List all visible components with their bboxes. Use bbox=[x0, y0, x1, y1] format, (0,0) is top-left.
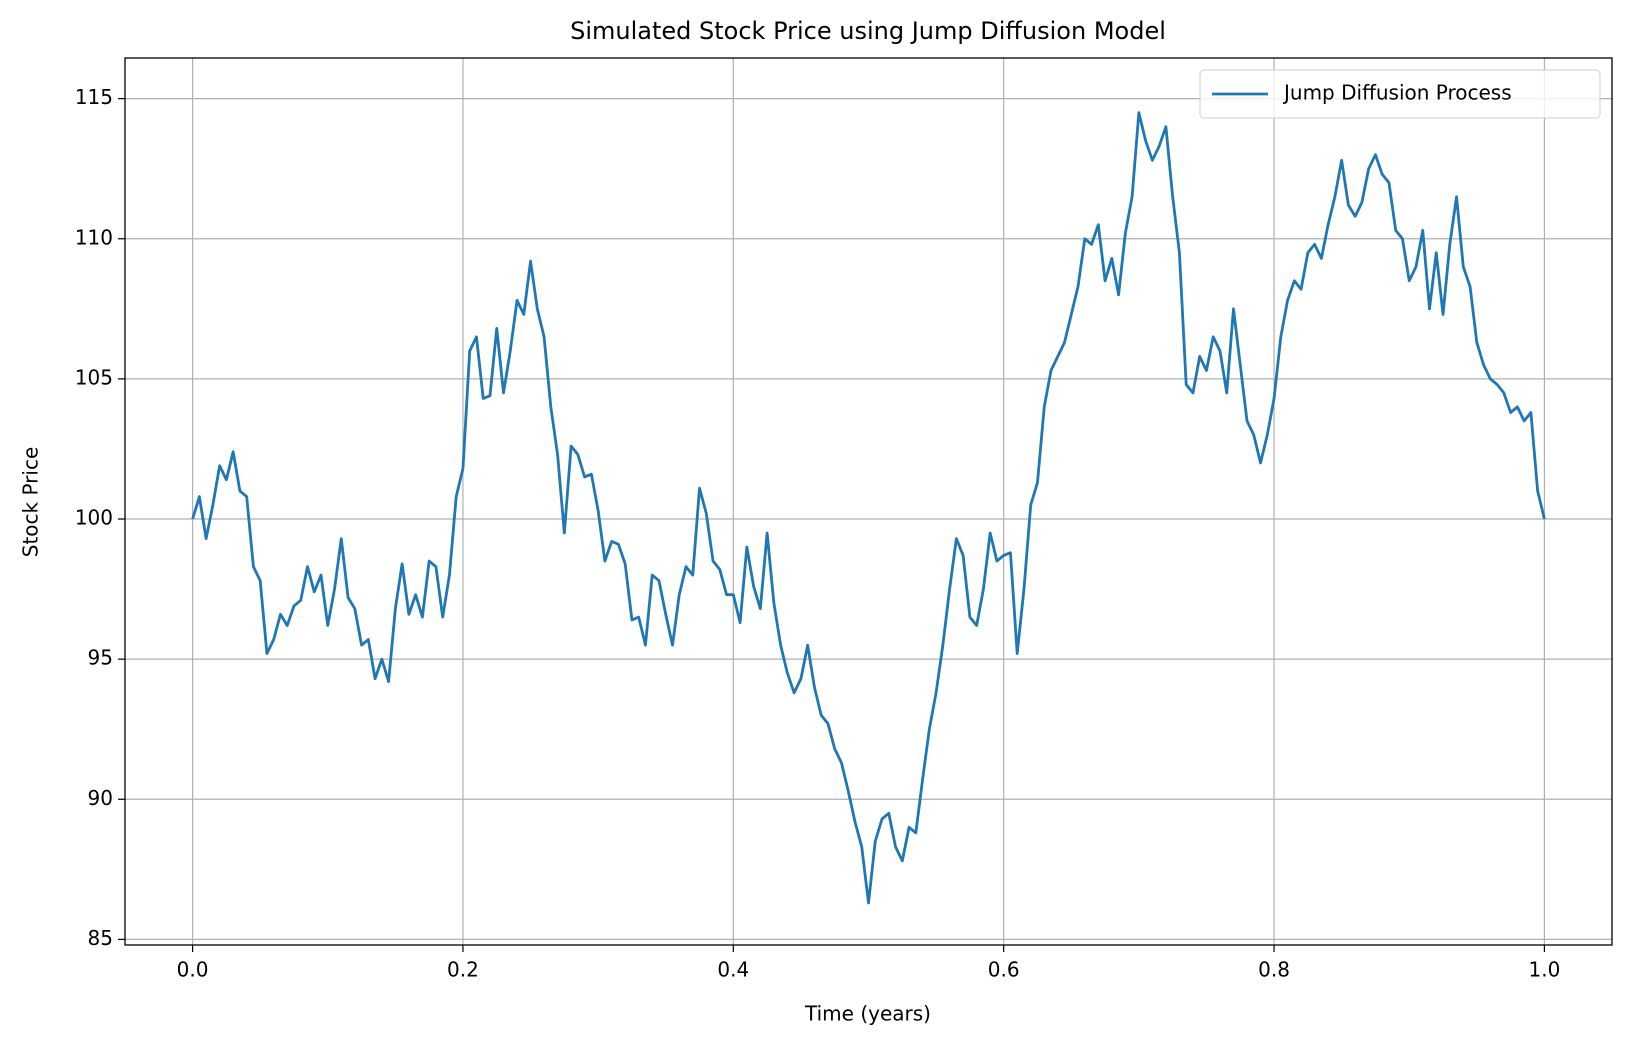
x-tick-label: 0.2 bbox=[447, 958, 479, 982]
y-axis-label: Stock Price bbox=[19, 447, 43, 558]
chart-title: Simulated Stock Price using Jump Diffusi… bbox=[570, 17, 1166, 45]
y-tick-label: 90 bbox=[88, 786, 113, 810]
x-tick-label: 0.0 bbox=[177, 958, 209, 982]
y-tick-label: 105 bbox=[75, 365, 113, 389]
y-tick-label: 115 bbox=[75, 85, 113, 109]
plot-frame bbox=[124, 57, 1613, 946]
x-axis-label: Time (years) bbox=[804, 1002, 931, 1026]
legend-box bbox=[1199, 69, 1601, 119]
y-tick-label: 100 bbox=[75, 506, 113, 530]
y-tick-label: 85 bbox=[88, 926, 113, 950]
x-tick-label: 0.8 bbox=[1258, 958, 1290, 982]
y-tick-label: 110 bbox=[75, 225, 113, 249]
x-tick-label: 0.6 bbox=[988, 958, 1020, 982]
x-tick-label: 0.4 bbox=[717, 958, 749, 982]
line-series bbox=[191, 111, 1546, 905]
x-tick-label: 1.0 bbox=[1529, 958, 1561, 982]
y-tick-label: 95 bbox=[88, 646, 113, 670]
legend-label: Jump Diffusion Process bbox=[1282, 81, 1512, 105]
